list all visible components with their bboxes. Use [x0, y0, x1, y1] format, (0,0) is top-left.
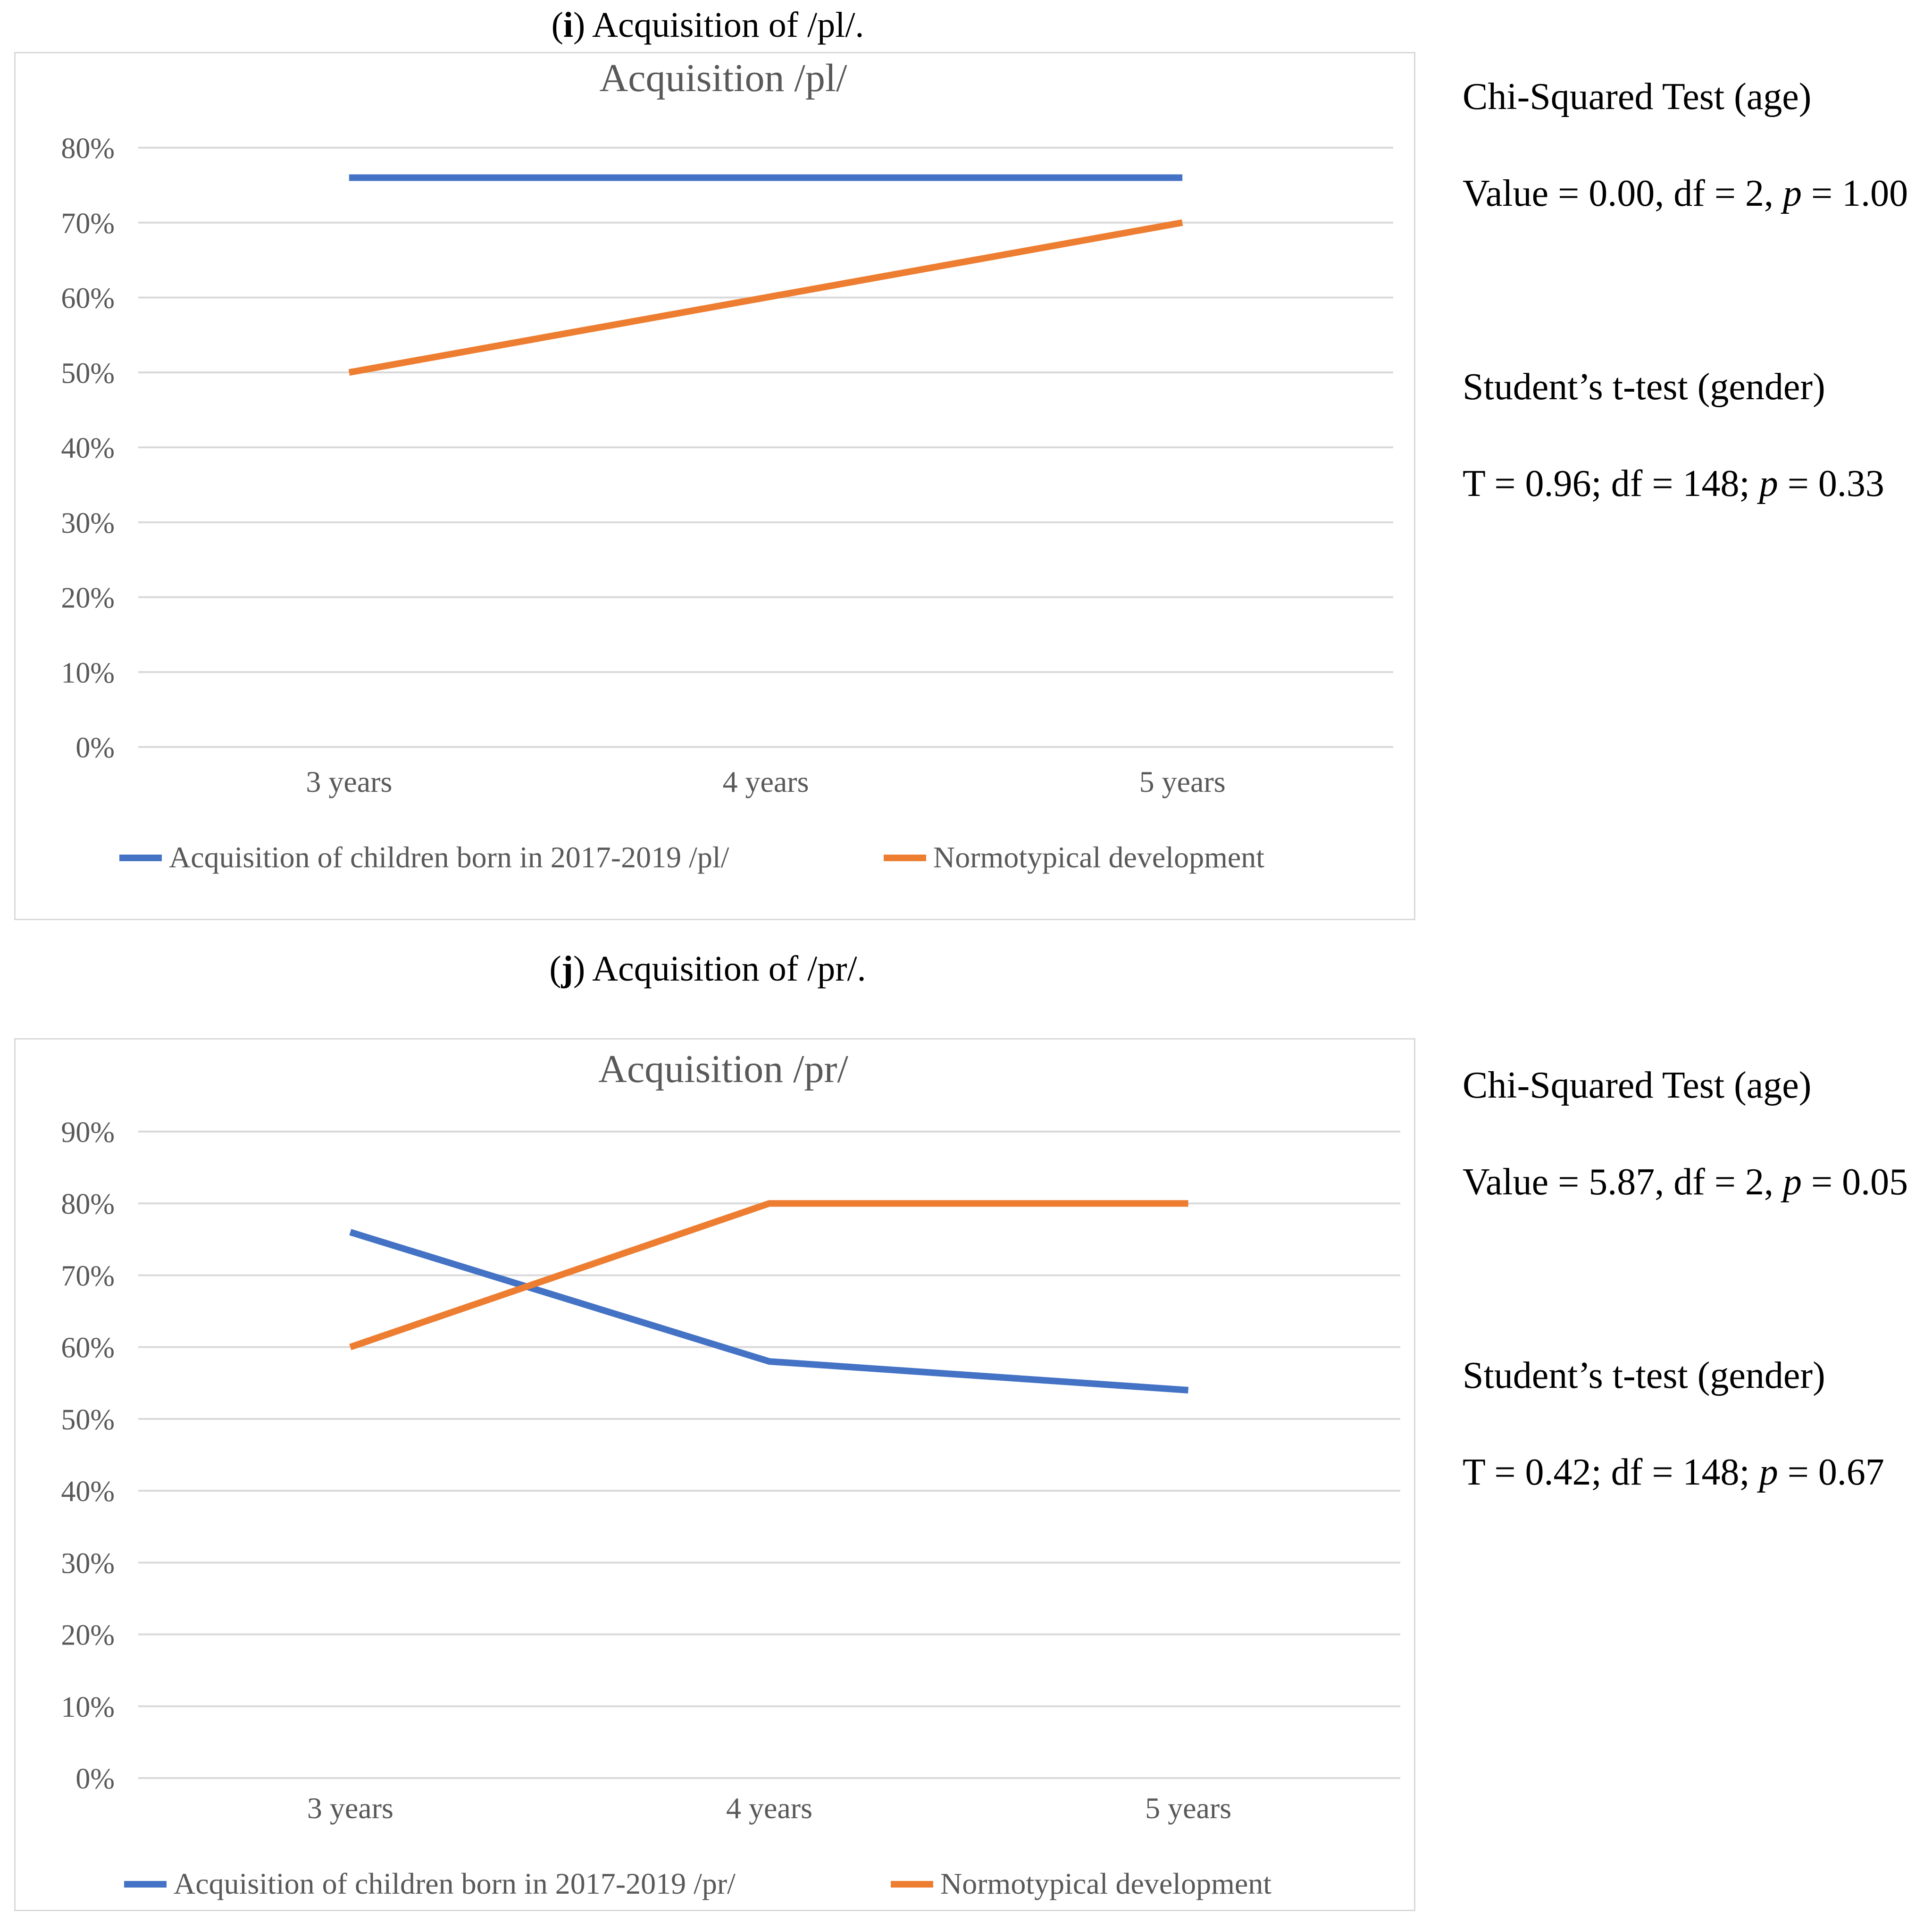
- caption-j-text: Acquisition of /pr/.: [592, 949, 866, 989]
- y-tick-label: 60%: [61, 283, 115, 315]
- chart-pl-svg: Acquisition /pl/0% 10% 20% 30% 40% 50% 60% 70% 8…: [61, 56, 1393, 874]
- y-tick-label: 10%: [61, 657, 115, 689]
- y-tick-label: 80%: [61, 133, 115, 165]
- y-tick-label: 40%: [61, 1476, 115, 1508]
- y-tick-label: 50%: [61, 1404, 115, 1436]
- t-result-pl: T = 0.96; df = 148; p = 0.33: [1463, 462, 1884, 505]
- t-result-pr-p: p: [1759, 1452, 1778, 1493]
- x-tick-label: 3 years: [307, 1791, 393, 1825]
- x-tick-label: 4 years: [722, 765, 809, 798]
- y-tick-label: 40%: [61, 432, 115, 464]
- x-tick-label: 4 years: [726, 1791, 812, 1825]
- chart-panel-pl: Acquisition /pl/0% 10% 20% 30% 40% 50% 60% 70% 8…: [14, 52, 1415, 920]
- y-tick-label: 70%: [61, 208, 115, 240]
- chart-title-pl: Acquisition /pl/: [600, 56, 848, 100]
- t-result-pl-p: p: [1759, 463, 1778, 504]
- y-tick-label: 20%: [61, 1620, 115, 1652]
- chi-title-pr: Chi-Squared Test (age): [1463, 1065, 1812, 1106]
- legend-label: Normotypical development: [933, 840, 1264, 874]
- t-result-pl-prefix: T = 0.96; df = 148;: [1463, 463, 1759, 504]
- chi-result-pl-p: p: [1783, 173, 1802, 214]
- y-tick-label: 90%: [61, 1116, 115, 1149]
- caption-j: (j) Acquisition of /pr/.: [549, 949, 866, 989]
- chi-result-pl: Value = 0.00, df = 2, p = 1.00: [1463, 172, 1908, 215]
- y-tick-label: 20%: [61, 582, 115, 614]
- y-tick-label: 50%: [61, 357, 115, 389]
- t-title-pr: Student’s t-test (gender): [1463, 1355, 1825, 1396]
- legend-label: Normotypical development: [940, 1867, 1271, 1900]
- caption-i-text: Acquisition of /pl/.: [592, 5, 864, 45]
- chi-result-pl-value: = 1.00: [1802, 173, 1908, 214]
- legend-label: Acquisition of children born in 2017-201…: [169, 840, 729, 874]
- caption-i-letter: i: [563, 5, 573, 45]
- y-tick-label: 30%: [61, 1547, 115, 1579]
- x-tick-label: 3 years: [306, 765, 392, 798]
- y-tick-label: 10%: [61, 1691, 115, 1723]
- x-tick-label: 5 years: [1145, 1791, 1231, 1825]
- legend-label: Acquisition of children born in 2017-201…: [174, 1867, 736, 1900]
- y-tick-label: 60%: [61, 1332, 115, 1364]
- y-tick-label: 80%: [61, 1188, 115, 1220]
- t-result-pl-value: = 0.33: [1778, 463, 1884, 504]
- caption-j-letter: j: [561, 949, 573, 989]
- chart-title-pr: Acquisition /pr/: [598, 1047, 848, 1091]
- chi-result-pr: Value = 5.87, df = 2, p = 0.05: [1463, 1161, 1908, 1204]
- x-tick-label: 5 years: [1139, 765, 1226, 798]
- series-line-normotypical: [348, 219, 1183, 376]
- t-title-pl: Student’s t-test (gender): [1463, 366, 1825, 408]
- series-line-children: [349, 1229, 1189, 1393]
- chi-result-pr-p: p: [1783, 1161, 1802, 1203]
- chi-result-pr-prefix: Value = 5.87, df = 2,: [1463, 1161, 1783, 1203]
- series-line-normotypical: [349, 1200, 1188, 1351]
- y-tick-label: 70%: [61, 1260, 115, 1292]
- chi-title-pl: Chi-Squared Test (age): [1463, 76, 1812, 118]
- caption-i: (i) Acquisition of /pl/.: [551, 5, 864, 45]
- y-tick-label: 30%: [61, 507, 115, 539]
- t-result-pr-prefix: T = 0.42; df = 148;: [1463, 1452, 1759, 1493]
- t-result-pr: T = 0.42; df = 148; p = 0.67: [1463, 1451, 1884, 1494]
- y-tick-label: 0%: [75, 732, 115, 764]
- chi-result-pr-value: = 0.05: [1802, 1161, 1908, 1203]
- t-result-pr-value: = 0.67: [1778, 1452, 1884, 1493]
- chart-pr-svg: Acquisition /pr/0% 10% 20% 30% 40% 50% 60% 70% 8…: [61, 1047, 1400, 1900]
- y-tick-label: 0%: [75, 1763, 115, 1795]
- chi-result-pl-prefix: Value = 0.00, df = 2,: [1463, 173, 1783, 214]
- chart-panel-pr: Acquisition /pr/0% 10% 20% 30% 40% 50% 60% 70% 8…: [14, 1038, 1415, 1911]
